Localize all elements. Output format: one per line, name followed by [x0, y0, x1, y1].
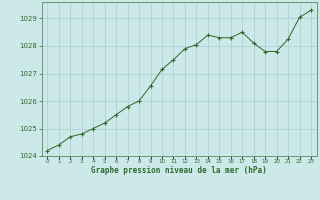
X-axis label: Graphe pression niveau de la mer (hPa): Graphe pression niveau de la mer (hPa): [91, 166, 267, 175]
